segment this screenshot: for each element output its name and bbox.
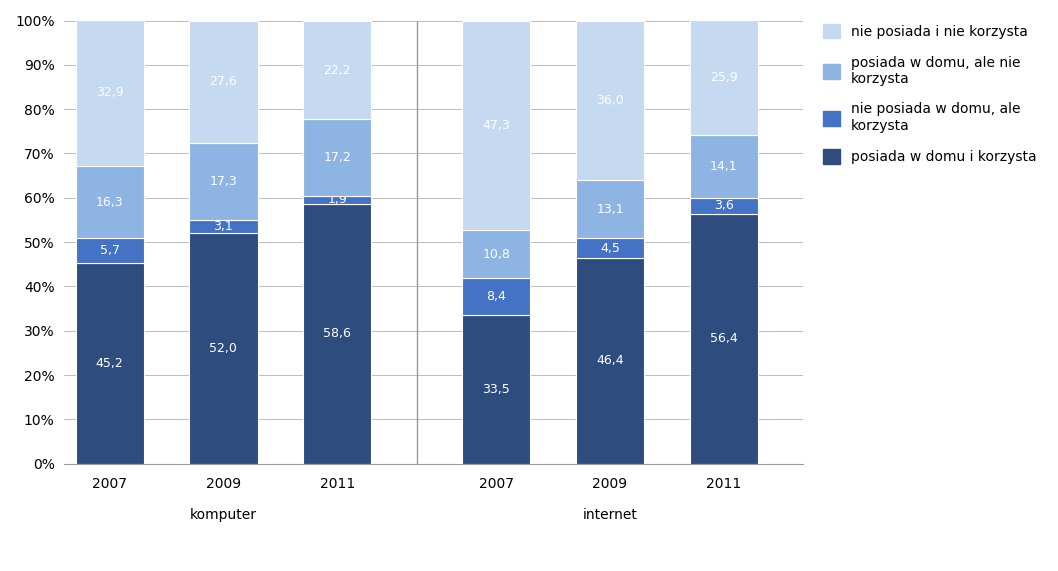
Legend: nie posiada i nie korzysta, posiada w domu, ale nie
korzysta, nie posiada w domu: nie posiada i nie korzysta, posiada w do… (818, 19, 1042, 170)
Text: 5,7: 5,7 (99, 244, 120, 258)
Bar (189, 234, 257, 464)
Text: 58,6: 58,6 (323, 327, 351, 340)
Bar (462, 21, 530, 230)
Bar (576, 180, 644, 238)
Bar (189, 219, 257, 234)
Text: 27,6: 27,6 (209, 75, 237, 88)
Bar (303, 204, 371, 464)
Bar (576, 238, 644, 258)
Bar (576, 258, 644, 464)
Text: 46,4: 46,4 (597, 355, 624, 367)
Bar (303, 21, 371, 119)
Bar (462, 230, 530, 278)
Bar (189, 21, 257, 143)
Bar (576, 21, 644, 180)
Text: 32,9: 32,9 (96, 86, 124, 99)
Text: 25,9: 25,9 (710, 71, 737, 85)
Text: internet: internet (583, 508, 638, 522)
Text: 56,4: 56,4 (710, 332, 737, 345)
Bar (690, 21, 758, 135)
Text: 13,1: 13,1 (597, 203, 624, 216)
Text: 14,1: 14,1 (710, 160, 737, 173)
Bar (690, 135, 758, 198)
Text: 4,5: 4,5 (600, 242, 620, 255)
Text: 52,0: 52,0 (209, 342, 237, 355)
Bar (690, 214, 758, 464)
Text: komputer: komputer (190, 508, 257, 522)
Bar (75, 263, 144, 464)
Bar (303, 119, 371, 196)
Text: 3,1: 3,1 (214, 220, 234, 233)
Bar (75, 166, 144, 238)
Text: 17,2: 17,2 (324, 151, 351, 164)
Text: 3,6: 3,6 (714, 199, 733, 212)
Text: 16,3: 16,3 (96, 195, 124, 208)
Text: 1,9: 1,9 (327, 194, 347, 206)
Bar (462, 278, 530, 315)
Bar (75, 238, 144, 263)
Text: 45,2: 45,2 (96, 357, 124, 370)
Text: 17,3: 17,3 (209, 175, 237, 188)
Text: 8,4: 8,4 (487, 290, 507, 303)
Text: 10,8: 10,8 (482, 248, 510, 260)
Text: 33,5: 33,5 (482, 383, 510, 396)
Bar (303, 196, 371, 204)
Text: 47,3: 47,3 (482, 119, 510, 132)
Bar (690, 198, 758, 214)
Text: 36,0: 36,0 (596, 94, 624, 107)
Bar (75, 20, 144, 166)
Text: 22,2: 22,2 (324, 63, 351, 77)
Bar (462, 315, 530, 464)
Bar (189, 143, 257, 219)
